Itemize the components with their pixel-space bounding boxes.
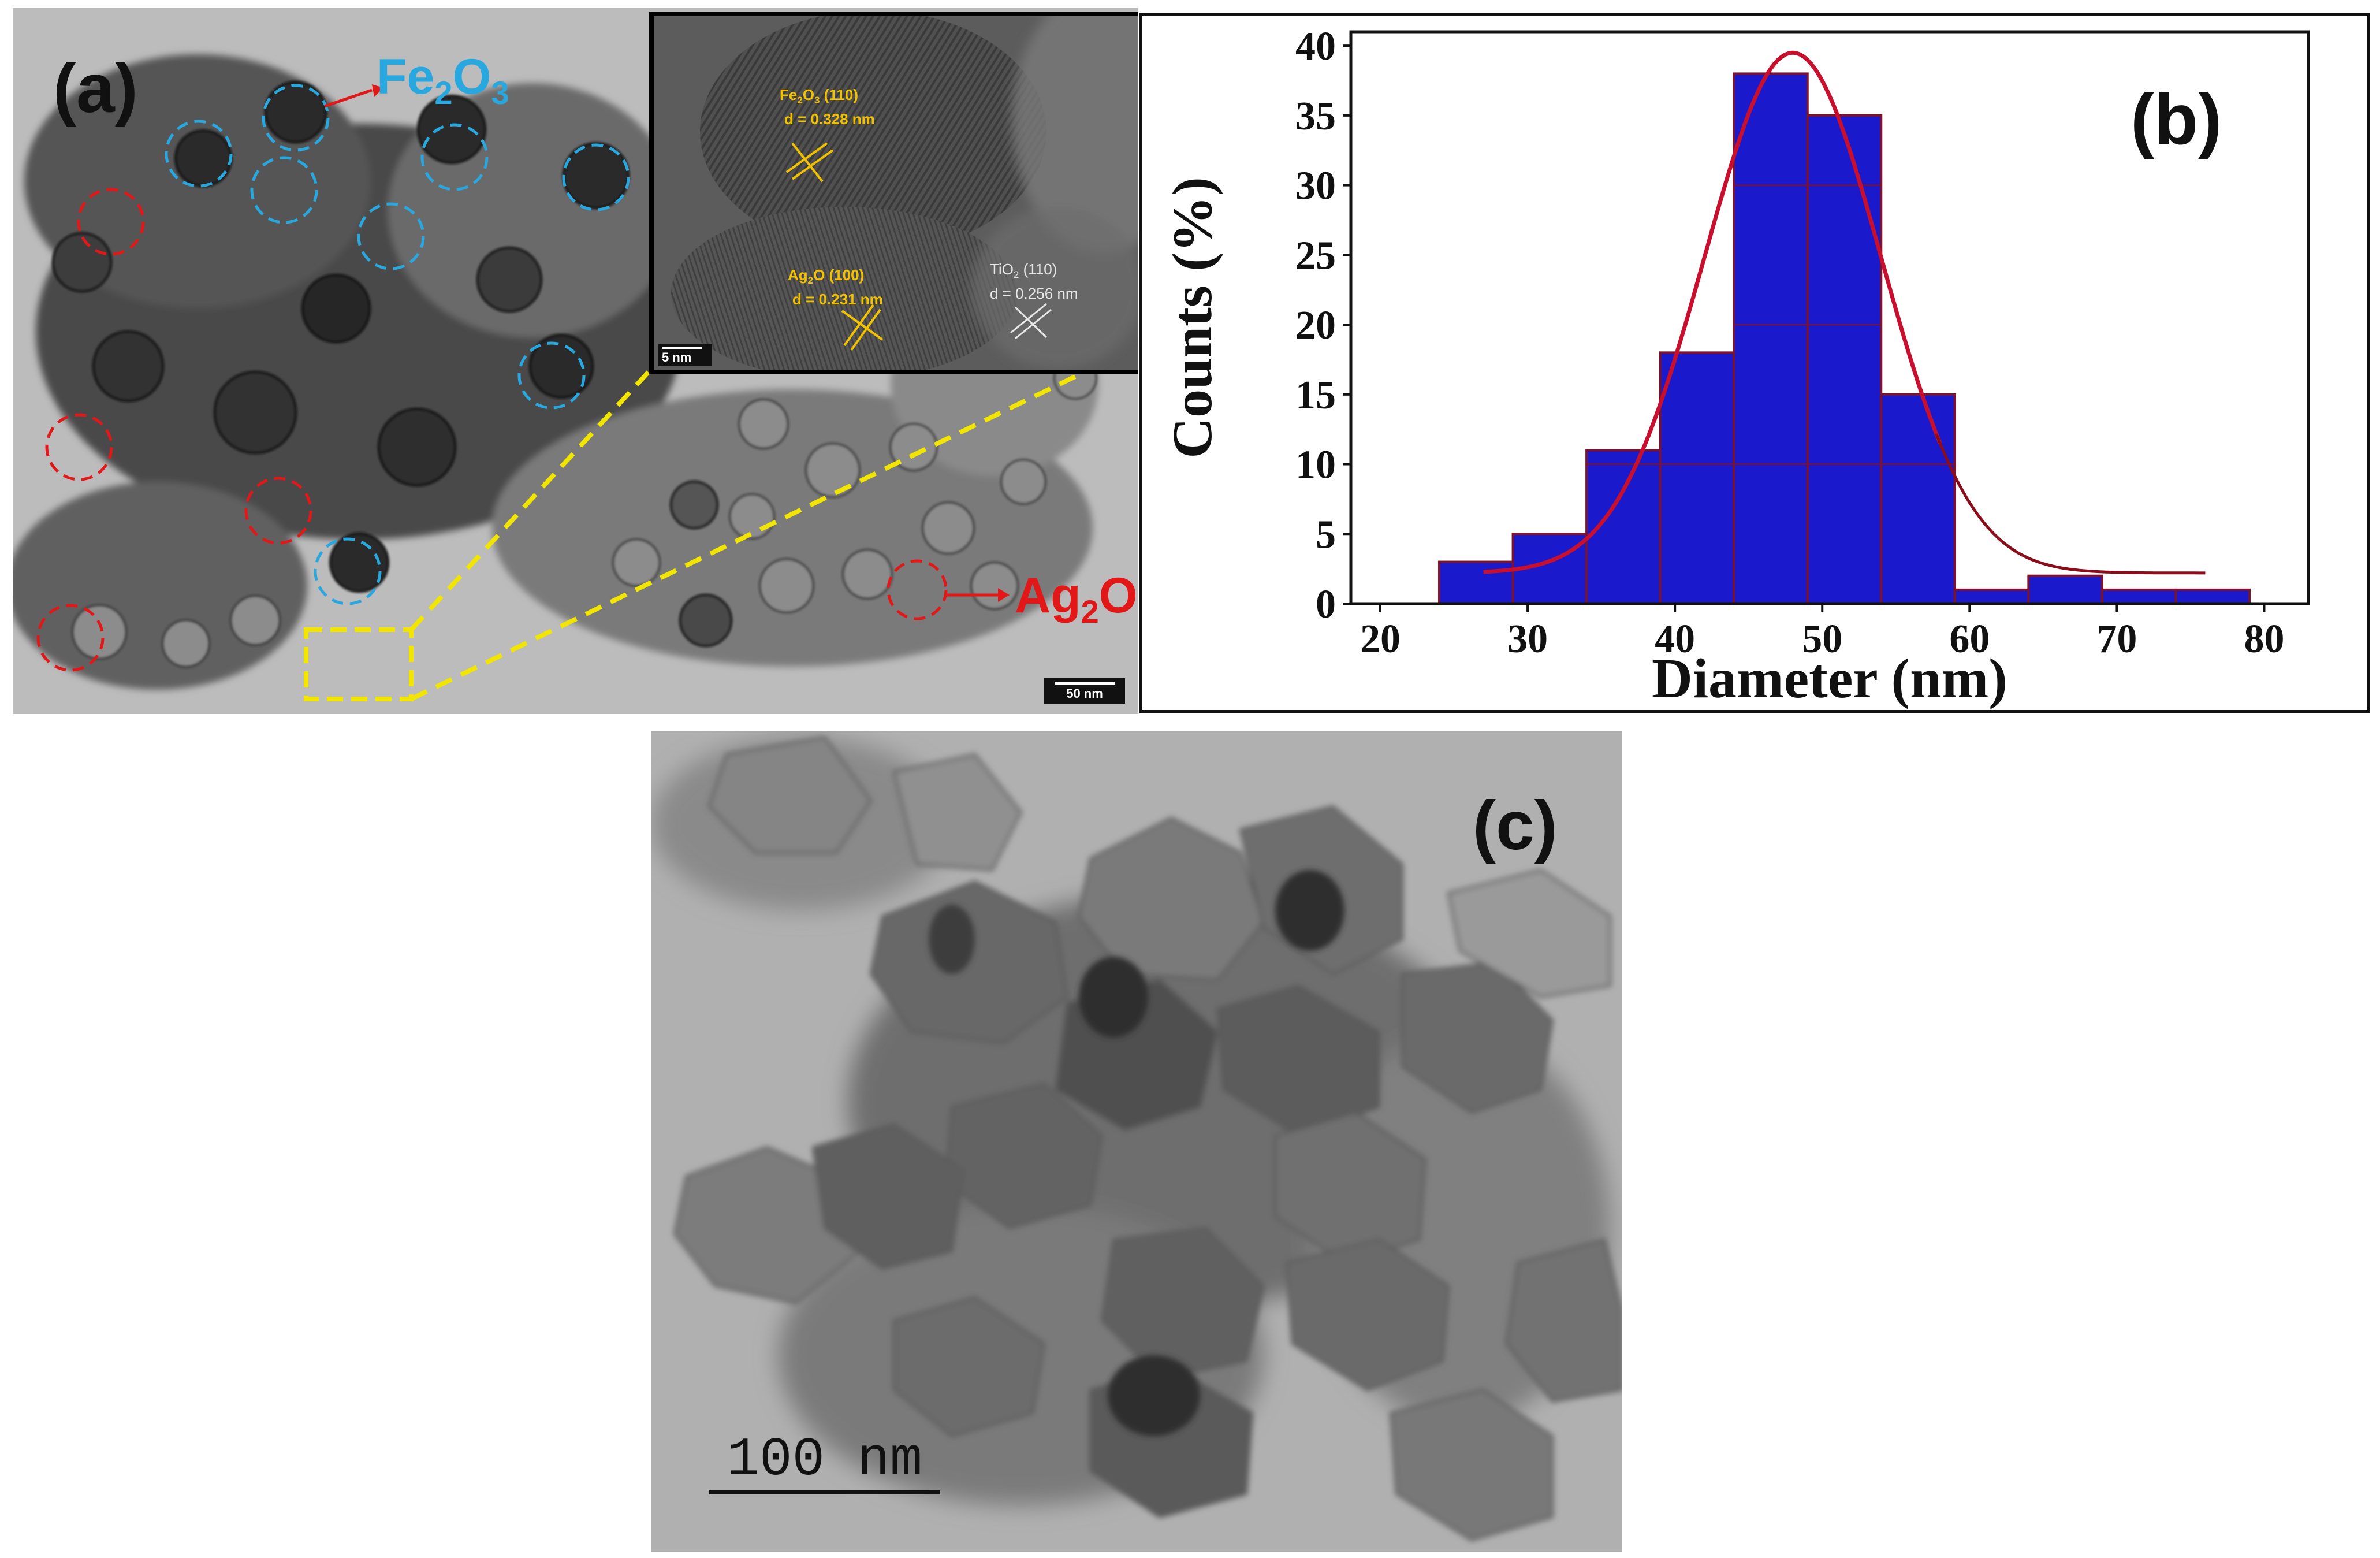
x-tick-label: 70 <box>2096 617 2137 661</box>
scale-bar-c-label: 100 nm <box>727 1430 923 1491</box>
tem-image-panel-a: (a) Fe2O3 Ag2O 50 nm <box>13 8 1138 714</box>
ag2o-plane-label: Ag2O (100) d = 0.231 nm <box>788 266 883 308</box>
x-tick-label: 60 <box>1949 617 1990 661</box>
tem-image-panel-c: (c) 100 nm <box>651 731 1622 1552</box>
fe2o3-plane-label: Fe2O3 (110) d = 0.328 nm <box>780 85 875 128</box>
plot-frame <box>1349 30 2310 605</box>
fe2o3-plane-sub2: 3 <box>814 95 820 106</box>
gaussian-fit-tail <box>1935 433 2206 575</box>
y-tick-label: 15 <box>1295 373 1336 418</box>
fe2o3-label-o: O <box>452 49 491 105</box>
y-tick-label: 30 <box>1295 164 1336 209</box>
size-histogram: 20 30 40 50 60 70 80 0 5 10 15 20 25 30 35 40 Diameter… <box>1161 24 2310 710</box>
tio2-plane-index: (110) <box>1019 261 1057 278</box>
fe2o3-label: Fe2O3 <box>377 49 509 111</box>
ag2o-plane-index: (100) <box>825 266 865 284</box>
panel-label-b: (b) <box>2131 80 2222 159</box>
histogram-bar <box>1438 560 1514 605</box>
y-tick-label: 40 <box>1295 24 1336 69</box>
tio2-d-spacing: d = 0.256 nm <box>990 285 1078 303</box>
size-distribution-panel: 20 30 40 50 60 70 80 0 5 10 15 20 25 30 35 40 Diameter… <box>1139 13 2370 713</box>
histogram-bar <box>1880 393 1956 605</box>
scale-bar-a-label: 50 nm <box>1066 686 1103 701</box>
x-tick-label: 40 <box>1655 617 1695 661</box>
histogram-bar <box>1733 72 1809 605</box>
fe2o3-plane-index: (110) <box>820 86 859 103</box>
histogram-bar <box>2027 574 2103 605</box>
scale-bar-a: 50 nm <box>1044 678 1125 704</box>
scale-bar-c: 100 nm <box>709 1430 940 1494</box>
y-tick-label: 25 <box>1295 233 1336 278</box>
histogram-bar <box>2174 588 2251 605</box>
panel-label-a: (a) <box>53 50 138 127</box>
x-axis-label: Diameter (nm) <box>1652 648 2007 710</box>
y-tick-label: 10 <box>1295 443 1336 488</box>
gaussian-fit-curve <box>1483 50 1942 574</box>
fe2o3-label-sub2: 3 <box>491 75 509 111</box>
ag2o-plane-ag: Ag <box>788 266 808 284</box>
y-tick-label: 0 <box>1316 582 1336 627</box>
histogram-bar <box>1806 114 1883 605</box>
ag2o-label-sub1: 2 <box>1081 593 1099 630</box>
tio2-plane-sub1: 2 <box>1013 269 1019 281</box>
fe2o3-label-fe: Fe <box>377 49 435 105</box>
hrtem-inset: Fe2O3 (110) d = 0.328 nm Ag2O (100) d = … <box>649 12 1138 374</box>
y-tick-label: 20 <box>1295 303 1336 348</box>
fe2o3-plane-o: O <box>802 86 815 103</box>
ag2o-plane-sub1: 2 <box>807 275 814 287</box>
x-tick-label: 20 <box>1360 617 1401 661</box>
tio2-plane-ti: TiO <box>990 261 1014 278</box>
fe2o3-plane-fe: Fe <box>780 86 798 103</box>
x-tick-label: 50 <box>1802 617 1842 661</box>
fe2o3-d-spacing: d = 0.328 nm <box>784 110 875 128</box>
ag2o-label: Ag2O <box>1015 567 1138 630</box>
ag2o-label-o: O <box>1098 568 1138 623</box>
fe2o3-plane-sub1: 2 <box>797 95 803 106</box>
ag2o-label-ag: Ag <box>1015 568 1081 623</box>
fe2o3-label-sub1: 2 <box>434 75 453 111</box>
scale-bar-inset: 5 nm <box>658 344 712 366</box>
histogram-bar <box>2100 588 2177 605</box>
panel-label-c: (c) <box>1473 787 1558 864</box>
y-tick-label: 5 <box>1316 512 1336 557</box>
tem-micrograph-c <box>651 731 1622 1552</box>
scale-bar-c-line <box>709 1490 940 1494</box>
histogram-bar <box>1953 588 2030 605</box>
fe2o3-markers <box>165 84 630 605</box>
ag2o-markers <box>36 188 948 672</box>
tio2-plane-label: TiO2 (110) d = 0.256 nm <box>990 260 1078 303</box>
ag2o-d-spacing: d = 0.231 nm <box>792 291 883 308</box>
y-tick-label: 35 <box>1295 94 1336 139</box>
x-tick-label: 30 <box>1507 617 1548 661</box>
hrtem-micrograph <box>654 16 1138 370</box>
histogram-bar <box>1659 351 1735 605</box>
x-tick-label: 80 <box>2244 617 2284 661</box>
zoom-region-box <box>304 627 414 701</box>
scale-bar-inset-label: 5 nm <box>662 350 692 365</box>
y-axis-label: Counts (%) <box>1161 177 1224 458</box>
ag2o-plane-o: O <box>813 266 825 284</box>
